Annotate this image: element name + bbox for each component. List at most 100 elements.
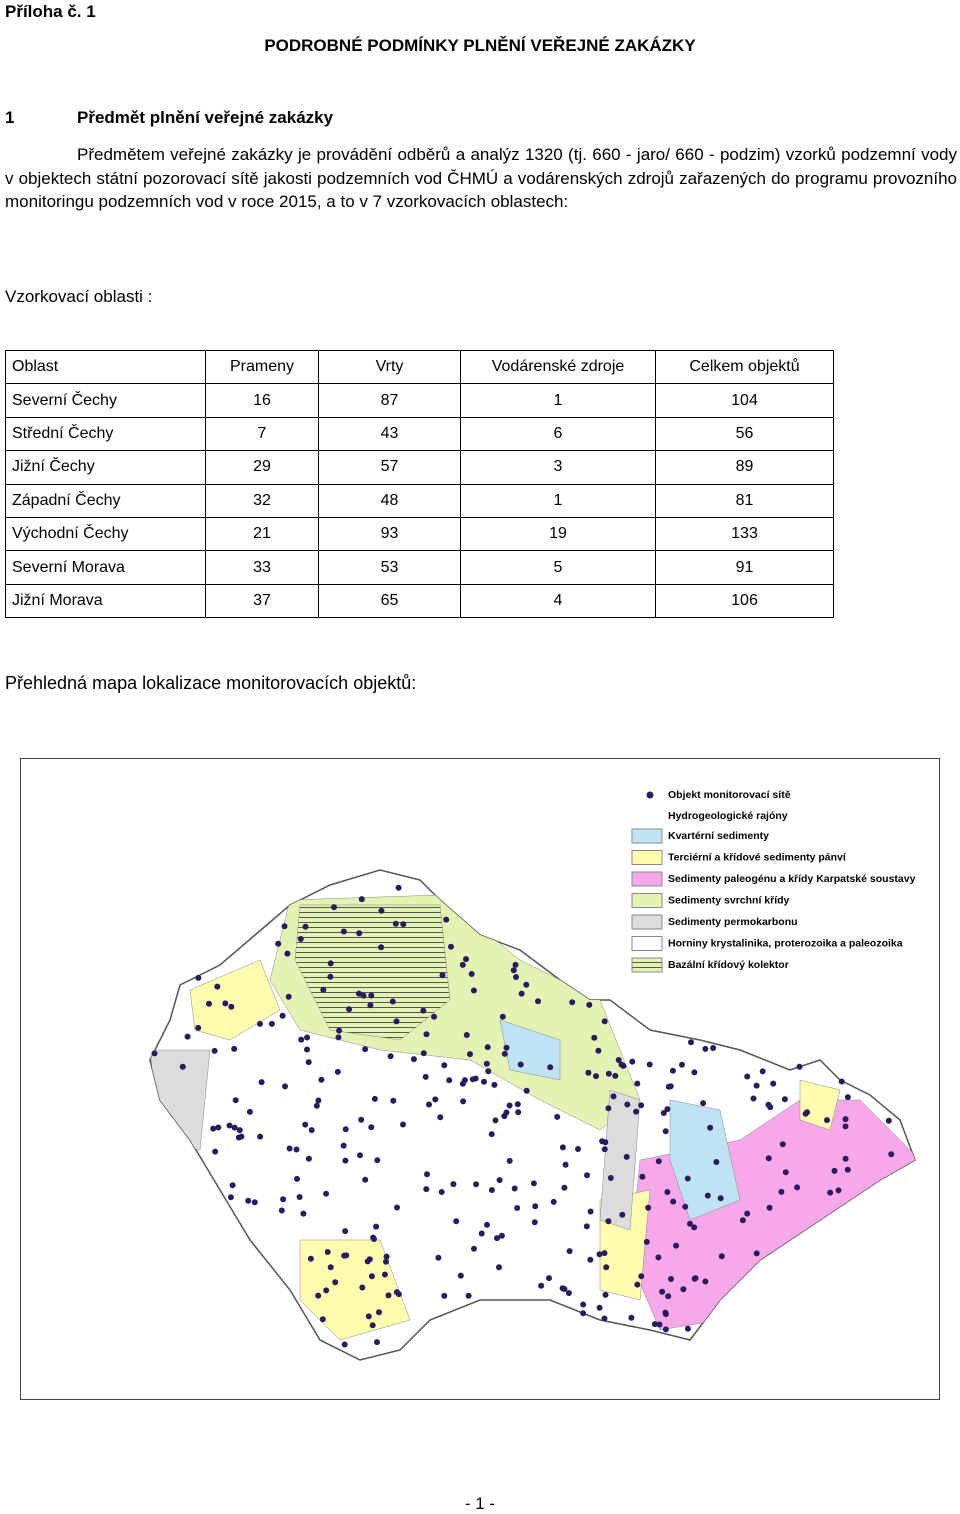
monitoring-point bbox=[324, 1249, 331, 1255]
monitoring-point bbox=[228, 1003, 235, 1010]
monitoring-point bbox=[302, 923, 309, 930]
monitoring-point bbox=[656, 1321, 663, 1328]
monitoring-point bbox=[481, 1078, 487, 1085]
monitoring-point bbox=[596, 1304, 603, 1311]
table-cell: Západní Čechy bbox=[5, 483, 206, 518]
monitoring-point bbox=[378, 944, 385, 951]
monitoring-point bbox=[668, 1276, 674, 1282]
monitoring-point bbox=[643, 1238, 650, 1245]
monitoring-point bbox=[472, 1075, 479, 1082]
monitoring-point bbox=[484, 1044, 491, 1051]
monitoring-point bbox=[286, 1145, 293, 1152]
legend-label: Kvartérní sedimenty bbox=[668, 830, 769, 842]
monitoring-point bbox=[304, 1034, 311, 1041]
legend-label: Terciérní a křídové sedimenty pánví bbox=[668, 851, 847, 863]
monitoring-point bbox=[518, 990, 525, 997]
monitoring-point bbox=[506, 1102, 513, 1109]
monitoring-point bbox=[394, 1204, 400, 1211]
monitoring-point bbox=[499, 1013, 506, 1020]
table-cell: 1 bbox=[460, 483, 656, 518]
monitoring-point bbox=[717, 1195, 724, 1202]
table-cell: Jižní Morava bbox=[5, 583, 206, 619]
monitoring-point bbox=[593, 1073, 599, 1080]
monitoring-point bbox=[387, 1053, 394, 1060]
table-cell: 6 bbox=[460, 416, 656, 452]
table-cell: 91 bbox=[655, 550, 834, 585]
monitoring-point bbox=[619, 1211, 626, 1218]
monitoring-point bbox=[496, 1264, 502, 1271]
monitoring-point bbox=[323, 1287, 330, 1294]
monitoring-point bbox=[457, 1272, 464, 1279]
legend-heading: Hydrogeologické rajóny bbox=[668, 810, 788, 822]
monitoring-point bbox=[665, 1083, 672, 1090]
monitoring-point bbox=[704, 1192, 711, 1199]
monitoring-point bbox=[494, 1235, 500, 1242]
monitoring-point bbox=[510, 967, 517, 974]
document-title: PODROBNÉ PODMÍNKY PLNĚNÍ VEŘEJNÉ ZAKÁZKY bbox=[264, 36, 696, 55]
monitoring-point bbox=[463, 1032, 470, 1038]
monitoring-point bbox=[381, 1271, 388, 1278]
monitoring-point bbox=[623, 1153, 630, 1160]
map: Objekt monitorovací sítě Hydrogeologické… bbox=[20, 758, 940, 1400]
table-cell: Jižní Čechy bbox=[5, 450, 206, 485]
monitoring-point bbox=[682, 1203, 689, 1210]
monitoring-point bbox=[664, 1106, 671, 1113]
monitoring-point bbox=[583, 1223, 590, 1230]
monitoring-point bbox=[767, 1104, 774, 1111]
monitoring-point bbox=[535, 998, 541, 1005]
monitoring-point bbox=[565, 1290, 572, 1296]
monitoring-point bbox=[575, 1146, 581, 1152]
monitoring-point bbox=[390, 1097, 397, 1104]
monitoring-point bbox=[515, 1109, 522, 1116]
monitoring-point bbox=[257, 1020, 263, 1027]
monitoring-point bbox=[651, 1321, 658, 1328]
monitoring-points bbox=[151, 884, 895, 1348]
monitoring-point bbox=[362, 1046, 369, 1053]
monitoring-point bbox=[750, 1095, 757, 1102]
monitoring-point bbox=[378, 907, 385, 914]
monitoring-point bbox=[587, 1256, 594, 1263]
monitoring-point bbox=[603, 1264, 610, 1271]
table-cell: 48 bbox=[318, 483, 461, 518]
monitoring-point bbox=[226, 1122, 233, 1129]
monitoring-point bbox=[331, 904, 337, 911]
monitoring-point bbox=[294, 1175, 300, 1182]
monitoring-point bbox=[210, 1125, 217, 1132]
monitoring-point bbox=[302, 1121, 309, 1128]
monitoring-point bbox=[285, 993, 292, 1000]
monitoring-point bbox=[587, 1208, 594, 1215]
monitoring-point bbox=[753, 1250, 760, 1257]
monitoring-point bbox=[562, 1161, 569, 1168]
monitoring-point bbox=[744, 1210, 751, 1217]
areas-table: Oblast Prameny Vrty Vodárenské zdroje Celkem… bbox=[5, 349, 834, 619]
table-row: Západní Čechy 32 48 1 81 bbox=[5, 483, 834, 518]
table-cell: Celkem objektů bbox=[655, 349, 834, 385]
monitoring-point bbox=[591, 1034, 598, 1041]
monitoring-point bbox=[206, 1000, 212, 1007]
legend-label: Horniny krystalinika, proterozoika a pal… bbox=[668, 937, 903, 949]
monitoring-point bbox=[365, 1313, 372, 1320]
monitoring-point bbox=[710, 1045, 717, 1051]
monitoring-point bbox=[514, 1101, 521, 1108]
monitoring-point bbox=[601, 1315, 608, 1322]
monitoring-point bbox=[546, 1275, 552, 1282]
table-row: Severní Čechy 16 87 1 104 bbox=[5, 383, 834, 418]
monitoring-point bbox=[393, 1018, 400, 1025]
monitoring-point bbox=[607, 1175, 614, 1181]
monitoring-point bbox=[559, 1144, 566, 1151]
monitoring-point bbox=[844, 1166, 851, 1173]
monitoring-point bbox=[501, 1113, 508, 1120]
monitoring-point bbox=[374, 1157, 381, 1164]
monitoring-point bbox=[645, 1204, 652, 1211]
monitoring-point bbox=[702, 1278, 709, 1285]
monitoring-point bbox=[639, 1173, 646, 1180]
monitoring-point bbox=[660, 1110, 667, 1116]
monitoring-point bbox=[320, 986, 327, 993]
monitoring-point bbox=[304, 1046, 310, 1053]
monitoring-point bbox=[554, 1113, 561, 1120]
table-cell: 57 bbox=[318, 450, 461, 485]
monitoring-point bbox=[610, 1093, 617, 1100]
table-cell: 19 bbox=[460, 516, 656, 552]
monitoring-point bbox=[615, 1057, 622, 1063]
